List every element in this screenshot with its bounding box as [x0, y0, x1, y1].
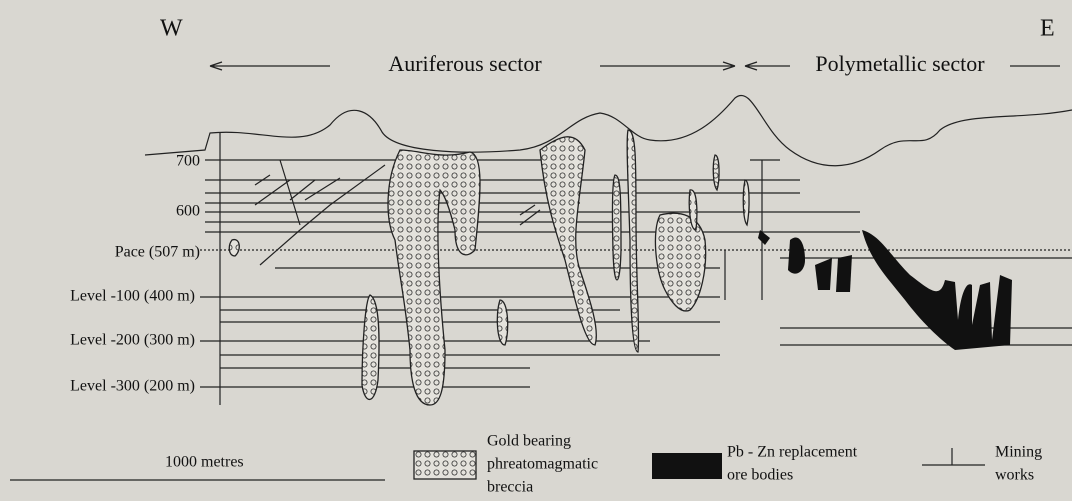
level-label: Level -300 (200 m)	[70, 378, 195, 395]
legend-text: Gold bearing	[487, 433, 571, 450]
cross-section: W E Auriferous sector Polymetallic secto…	[0, 0, 1072, 501]
level-label: 600	[176, 203, 200, 220]
breccia-swatch	[414, 451, 476, 479]
legend-text: breccia	[487, 479, 533, 496]
legend-text: phreatomagmatic	[487, 456, 598, 473]
sector-label: Polymetallic sector	[815, 51, 985, 76]
scale-label: 1000 metres	[165, 454, 244, 471]
legend-text: ore bodies	[727, 467, 793, 484]
legend-text: works	[995, 467, 1034, 484]
east-label: E	[1040, 16, 1055, 42]
level-label: Pace (507 m)	[115, 244, 200, 261]
level-label: Level -100 (400 m)	[70, 288, 195, 305]
west-label: W	[160, 16, 183, 42]
sector-label: Auriferous sector	[388, 51, 542, 76]
level-label: Level -200 (300 m)	[70, 332, 195, 349]
ore-swatch	[652, 453, 722, 479]
legend-text: Pb - Zn replacement	[727, 444, 858, 461]
level-label: 700	[176, 153, 200, 170]
legend-text: Mining	[995, 444, 1042, 461]
